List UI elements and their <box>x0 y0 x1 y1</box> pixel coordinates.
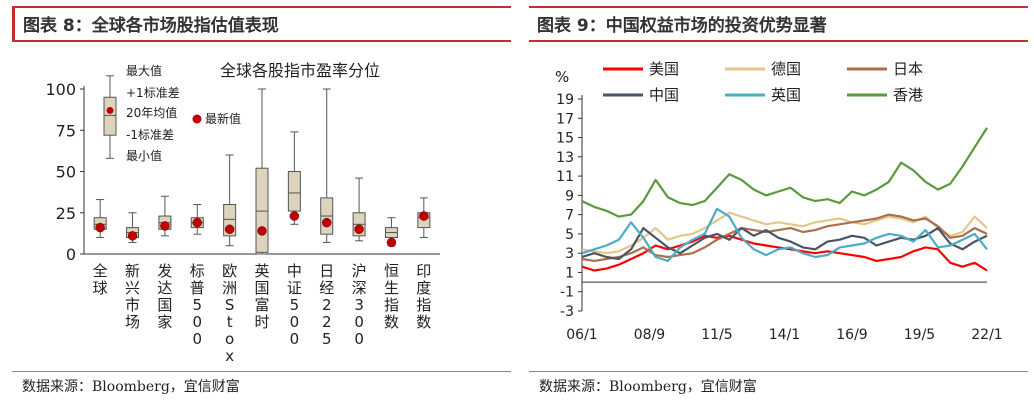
legend-item-5: 英国 <box>725 86 801 104</box>
legend-dot <box>106 106 114 114</box>
box-4 <box>190 204 204 235</box>
x-category-label: 中证 5 0 0 <box>287 262 302 348</box>
legend-item-4: 中国 <box>603 86 679 104</box>
y-tick-label: 15 <box>556 131 574 147</box>
y-tick-label: 13 <box>556 150 574 166</box>
y-tick-label: 100 <box>45 80 76 99</box>
right-chart-title: 图表 9：中国权益市场的投资优势显著 <box>529 6 1028 42</box>
box-3 <box>158 195 172 237</box>
box-8 <box>320 88 334 243</box>
x-category-label: 欧洲Stoxx <box>222 262 237 369</box>
latest-dot <box>192 217 203 228</box>
y-tick-label: -1 <box>560 285 574 301</box>
x-tick-label: 14/1 <box>769 327 800 343</box>
x-tick-label: 11/5 <box>701 327 732 343</box>
latest-dot <box>257 226 267 236</box>
latest-dot <box>224 224 235 234</box>
box-6 <box>255 88 269 255</box>
y-tick-label: 9 <box>565 188 574 204</box>
x-category-label: 英国富时 <box>254 262 269 331</box>
series-line-1 <box>581 234 988 272</box>
x-category-label: 恒生指数 <box>384 262 399 331</box>
y-tick-label: 1 <box>565 265 574 281</box>
box-5 <box>223 154 237 247</box>
left-chart-title: 图表 8：全球各市场股指估值表现 <box>12 6 511 42</box>
x-tick-label: 19/5 <box>904 327 935 343</box>
x-category-label: 沪深 3 0 0 <box>352 262 367 348</box>
y-tick-label: -3 <box>560 304 574 320</box>
legend-label: +1标准差 <box>126 86 180 100</box>
box-10 <box>384 217 398 248</box>
legend-item-6: 香港 <box>847 86 923 104</box>
legend-label: 英国 <box>771 86 801 104</box>
x-category-label: 标普 5 0 0 <box>190 262 205 348</box>
latest-dot <box>419 211 429 221</box>
legend-item-3: 日本 <box>847 60 923 78</box>
latest-dot <box>321 217 332 228</box>
x-category-label: 日经 2 2 5 <box>319 262 334 348</box>
y-tick-label: 19 <box>556 92 574 108</box>
x-tick-label: 22/1 <box>971 327 1002 343</box>
box-2 <box>126 212 140 243</box>
legend-item-1: 美国 <box>603 60 679 78</box>
y-axis-unit: % <box>555 68 569 86</box>
y-tick-label: 3 <box>565 246 574 262</box>
legend-label: 20年均值 <box>126 105 177 120</box>
latest-dot <box>127 231 138 241</box>
box-body <box>255 167 269 253</box>
y-tick-label: 0 <box>66 245 76 264</box>
right-chart-panel: 图表 9：中国权益市场的投资优势显著 -3 -1 1 3 5 7 9 11 13 15 17 19% 0… <box>517 0 1034 409</box>
box-11 <box>417 197 431 238</box>
series-line-6 <box>581 127 988 218</box>
box-body <box>287 171 301 212</box>
box-chart-title: 全球各股指市盈率分位 <box>220 61 380 80</box>
y-tick-label: 75 <box>56 121 76 140</box>
latest-dot <box>386 237 397 248</box>
legend-label: 最新值 <box>205 111 241 126</box>
box-1 <box>93 199 107 238</box>
latest-dot <box>289 211 300 221</box>
legend-label: 日本 <box>893 60 923 78</box>
x-category-label: 印度指数 <box>416 262 431 331</box>
x-tick-label: 16/9 <box>836 327 867 343</box>
legend-latest-dot <box>192 114 202 124</box>
left-chart-panel: 图表 8：全球各市场股指估值表现 0 25 50 75 100 全球各股指市盈率分位全球新… <box>12 6 511 403</box>
box-9 <box>352 177 366 242</box>
latest-dot <box>95 222 105 233</box>
series-line-4 <box>581 227 988 261</box>
legend-label: 中国 <box>649 86 679 104</box>
latest-dot <box>160 221 170 231</box>
legend-label: -1标准差 <box>126 128 174 142</box>
right-source-note: 数据来源：Bloomberg，宜信财富 <box>529 371 1028 403</box>
y-tick-label: 7 <box>565 208 574 224</box>
legend-box <box>103 96 117 136</box>
latest-dot <box>354 224 364 234</box>
y-tick-label: 50 <box>56 163 76 182</box>
x-tick-label: 08/9 <box>634 327 665 343</box>
legend-label: 最大值 <box>126 63 162 78</box>
series-line-5 <box>581 207 988 262</box>
legend-label: 最小值 <box>126 148 162 163</box>
x-category-label: 全球 <box>93 262 108 297</box>
legend-label: 美国 <box>649 60 679 78</box>
x-category-label: 发达国家 <box>157 262 172 331</box>
x-category-label: 新兴市场 <box>125 262 140 331</box>
y-tick-label: 17 <box>556 111 574 127</box>
series-line-3 <box>581 213 988 262</box>
y-tick-label: 25 <box>56 204 76 223</box>
legend-label: 德国 <box>771 60 801 78</box>
x-tick-label: 06/1 <box>566 327 597 343</box>
legend-item-2: 德国 <box>725 60 801 78</box>
legend-label: 香港 <box>893 86 923 104</box>
y-tick-label: 5 <box>565 227 574 243</box>
left-source-note: 数据来源：Bloomberg，宜信财富 <box>12 371 511 403</box>
box-7 <box>287 131 301 225</box>
y-tick-label: 11 <box>556 169 574 185</box>
